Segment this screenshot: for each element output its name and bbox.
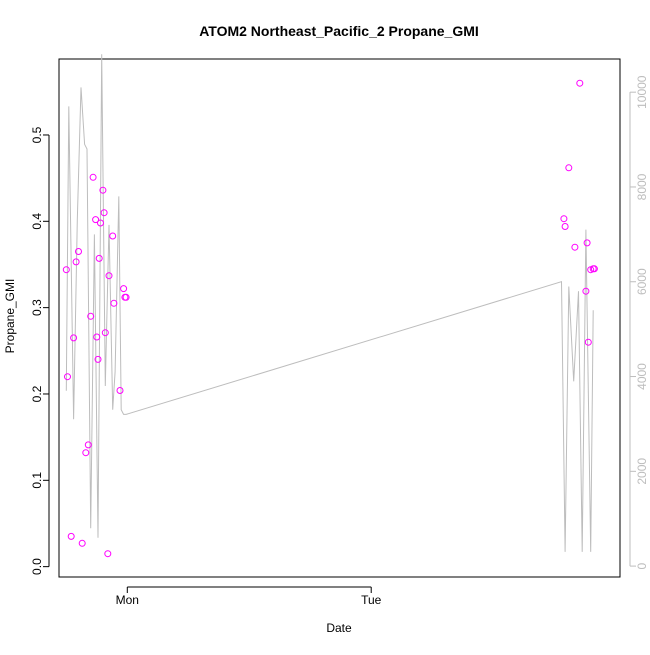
series-line-layer bbox=[65, 54, 594, 552]
data-point bbox=[99, 186, 107, 194]
chart-title: ATOM2 Northeast_Pacific_2 Propane_GMI bbox=[199, 23, 479, 39]
x-tick-label: Tue bbox=[361, 593, 382, 607]
data-point bbox=[576, 79, 584, 87]
data-point bbox=[100, 209, 108, 217]
y-tick-label: 0.0 bbox=[30, 558, 44, 575]
x-tick-label: Mon bbox=[116, 593, 139, 607]
data-point bbox=[122, 293, 130, 301]
data-point bbox=[116, 387, 124, 394]
data-point bbox=[104, 550, 112, 558]
data-point bbox=[72, 258, 80, 266]
data-point bbox=[101, 329, 109, 337]
y2-tick-label: 4000 bbox=[635, 363, 649, 390]
data-point bbox=[92, 216, 100, 224]
data-point bbox=[62, 266, 70, 274]
data-point bbox=[64, 373, 71, 381]
data-point bbox=[565, 164, 573, 172]
y-tick-label: 0.1 bbox=[30, 472, 44, 489]
data-point bbox=[105, 272, 113, 280]
plot-frame bbox=[58, 58, 621, 578]
data-point bbox=[120, 285, 128, 293]
data-point bbox=[82, 449, 90, 457]
data-point bbox=[78, 539, 86, 547]
data-point bbox=[571, 243, 579, 251]
data-point bbox=[560, 215, 568, 223]
data-point bbox=[590, 265, 598, 273]
data-point bbox=[67, 532, 75, 540]
x-axis-label: Date bbox=[326, 621, 352, 635]
data-point bbox=[582, 287, 590, 295]
data-point bbox=[97, 219, 104, 227]
y-tick-label: 0.5 bbox=[30, 126, 44, 143]
data-point bbox=[110, 299, 118, 307]
data-point bbox=[561, 223, 569, 230]
y2-tick-label: 6000 bbox=[635, 268, 649, 295]
data-point bbox=[87, 312, 95, 320]
data-point bbox=[84, 441, 92, 449]
y-tick-label: 0.3 bbox=[30, 299, 44, 316]
y2-tick-label: 8000 bbox=[635, 173, 649, 200]
data-point bbox=[93, 333, 101, 341]
series-line bbox=[65, 54, 594, 552]
data-point bbox=[75, 248, 82, 255]
data-point bbox=[583, 239, 591, 247]
data-point bbox=[584, 338, 592, 346]
data-point bbox=[89, 173, 97, 181]
data-point bbox=[94, 355, 102, 363]
data-point bbox=[95, 254, 103, 262]
y2-tick-label: 10000 bbox=[635, 75, 649, 109]
data-point bbox=[70, 334, 78, 342]
data-point bbox=[109, 232, 117, 240]
y-tick-label: 0.4 bbox=[30, 213, 44, 230]
y2-tick-label: 2000 bbox=[635, 458, 649, 485]
y-tick-label: 0.2 bbox=[30, 385, 44, 402]
series-points-layer bbox=[62, 79, 598, 558]
axes-layer: 0.0 0.1 0.2 0.3 0.4 0.5 0 2000 4000 6000 8000 10000… bbox=[30, 75, 649, 607]
y-axis-label: Propane_GMI bbox=[3, 279, 17, 354]
y2-tick-label: 0 bbox=[635, 562, 649, 569]
